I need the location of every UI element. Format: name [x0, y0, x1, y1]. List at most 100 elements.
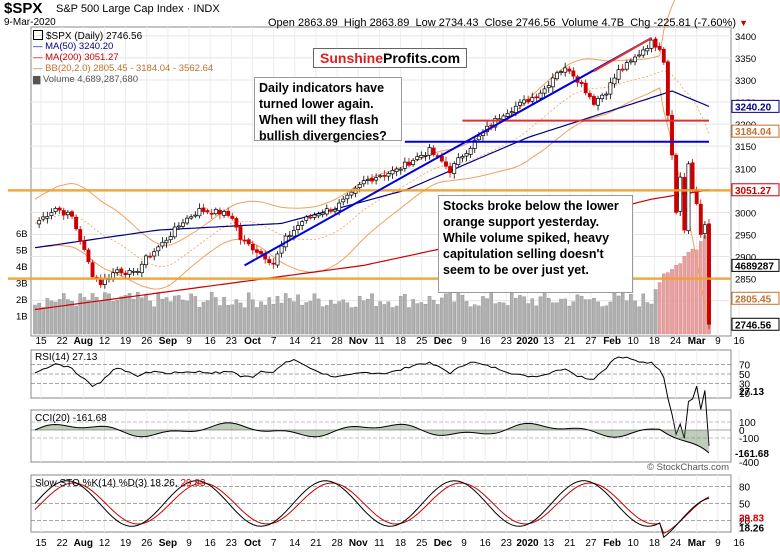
- trendline: [244, 37, 652, 267]
- volume-bar: [411, 299, 415, 335]
- candle-body: [291, 230, 296, 237]
- volume-bar: [357, 295, 362, 335]
- time-tick-label: 23: [501, 538, 513, 549]
- candle-body: [193, 214, 198, 217]
- time-tick-label: 16: [480, 336, 492, 347]
- time-tick-label: 28: [332, 336, 344, 347]
- volume-bar: [214, 297, 218, 335]
- candle-body: [439, 155, 444, 162]
- candle-body: [370, 178, 374, 182]
- candle-body: [45, 216, 50, 219]
- candle-body: [119, 268, 124, 274]
- symbol: $SPX: [4, 0, 43, 17]
- price-tick-label: 3300: [735, 76, 756, 87]
- time-tick-label: 9: [715, 336, 721, 347]
- candle-body: [234, 218, 239, 228]
- rsi-tick-label: 50: [739, 370, 751, 381]
- candle-body: [530, 97, 535, 102]
- volume-bar: [625, 300, 629, 335]
- volume-bar: [472, 304, 477, 335]
- volume-bar: [661, 273, 666, 335]
- sto-tick-label: 80: [739, 482, 751, 493]
- candle-body: [554, 72, 559, 80]
- candle-body: [189, 216, 194, 219]
- time-tick-label: 11: [374, 538, 385, 549]
- volume-bar: [333, 303, 337, 335]
- annotation-indicators: Daily indicators have turned lower again…: [254, 77, 402, 143]
- volume-tick-label: 3B: [16, 279, 28, 290]
- candle-body: [57, 207, 62, 211]
- candle-body: [674, 154, 679, 213]
- candle-body: [374, 177, 379, 181]
- price-tag: 2746.56: [731, 317, 780, 331]
- candle-body: [670, 114, 674, 156]
- candle-body: [411, 159, 416, 165]
- candle-body: [312, 214, 317, 218]
- rsi-line: [34, 356, 710, 446]
- volume-tick-label: 2B: [16, 295, 28, 306]
- candle-body: [546, 85, 551, 89]
- volume-bar: [386, 301, 391, 335]
- cci-label: CCI(20) -161.68: [35, 413, 107, 424]
- candle-body: [168, 236, 173, 241]
- candle-body: [682, 177, 687, 231]
- time-tick-label: 25: [416, 336, 428, 347]
- cci-tick-label: -100: [739, 434, 759, 445]
- volume-bar: [444, 293, 448, 335]
- candle-body: [637, 54, 642, 57]
- volume-bar: [538, 296, 543, 335]
- candle-body: [123, 272, 128, 276]
- time-tick-label: 16: [480, 538, 492, 549]
- volume-bar: [275, 295, 280, 335]
- volume-bar: [230, 304, 235, 335]
- time-tick-label: 18: [395, 538, 407, 549]
- cci-fill: [35, 422, 709, 453]
- candle-body: [152, 251, 157, 257]
- volume-bar: [645, 302, 650, 335]
- volume-bar: [390, 307, 395, 335]
- price-tag-box: [731, 183, 780, 197]
- legend-bb: — BB(20,2.0) 2805.45 - 3184.04 - 3562.64: [33, 63, 214, 74]
- time-tick-label: 26: [141, 538, 153, 549]
- volume-bar: [394, 305, 399, 335]
- price-tag: 2805.45: [731, 291, 780, 305]
- volume-bar: [283, 293, 288, 335]
- volume-bar: [218, 305, 222, 335]
- candle-body: [419, 155, 424, 158]
- candle-body: [308, 216, 313, 219]
- candle-body: [209, 212, 214, 215]
- candle-body: [324, 208, 329, 215]
- candle-body: [476, 135, 481, 141]
- candle-body: [591, 96, 596, 105]
- candle-body: [345, 194, 350, 200]
- rsi-tag: 27.13: [739, 387, 764, 398]
- cci-tick-label: -400: [739, 458, 759, 469]
- rsi-tick-label: 30: [739, 380, 751, 391]
- volume-tick-label: 6B: [16, 229, 28, 240]
- candle-body: [509, 111, 514, 114]
- candle-body: [37, 220, 42, 225]
- volume-bar: [156, 292, 161, 335]
- candle-body: [144, 255, 148, 266]
- volume-bar: [107, 293, 111, 335]
- volume-bar: [267, 297, 272, 335]
- volume-bar: [119, 296, 124, 335]
- candle-body: [559, 71, 563, 74]
- volume-bar: [33, 304, 37, 335]
- volume-bar: [234, 299, 239, 335]
- volume-bar: [82, 297, 87, 335]
- time-tick-label: 7: [271, 538, 277, 549]
- volume-bar: [633, 300, 637, 335]
- volume-bar: [366, 298, 370, 335]
- volume-bar: [464, 301, 469, 335]
- volume-bar: [86, 299, 91, 335]
- candle-body: [707, 223, 711, 325]
- volume-bar: [596, 301, 600, 335]
- volume-bar: [592, 298, 596, 335]
- candle-body: [583, 82, 588, 94]
- volume-bar: [579, 295, 584, 335]
- candle-body: [287, 235, 292, 237]
- volume-bar: [197, 306, 202, 335]
- candle-body: [608, 82, 613, 95]
- volume-bar: [152, 306, 156, 335]
